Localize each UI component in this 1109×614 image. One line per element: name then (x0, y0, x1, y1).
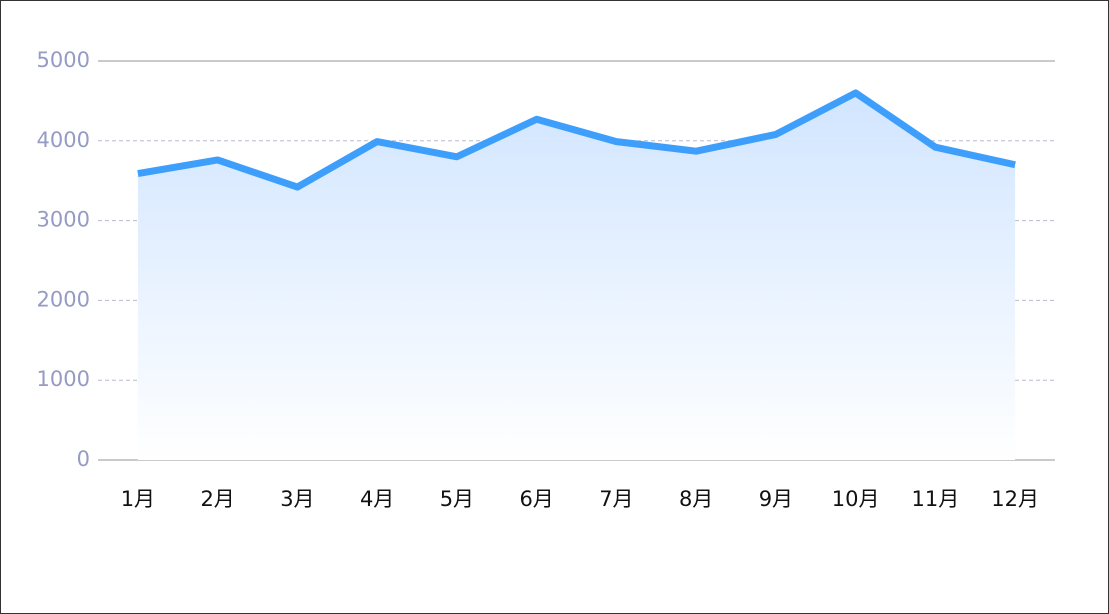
x-tick-label: 10月 (832, 487, 880, 511)
y-tick-label: 2000 (37, 287, 90, 311)
y-tick-label: 1000 (37, 367, 90, 391)
area-fill (137, 92, 1016, 461)
x-tick-label: 4月 (360, 487, 394, 511)
x-tick-label: 5月 (440, 487, 474, 511)
x-tick-label: 7月 (599, 487, 633, 511)
y-tick-label: 0 (77, 447, 90, 471)
x-tick-label: 8月 (679, 487, 713, 511)
x-tick-label: 6月 (519, 487, 553, 511)
x-tick-label: 2月 (200, 487, 234, 511)
y-tick-label: 3000 (37, 208, 90, 232)
x-tick-label: 9月 (759, 487, 793, 511)
line (137, 89, 1016, 191)
x-tick-label: 12月 (991, 487, 1039, 511)
y-tick-label: 5000 (37, 48, 90, 72)
x-tick-label: 11月 (912, 487, 960, 511)
x-tick-label: 1月 (121, 487, 155, 511)
y-tick-label: 4000 (37, 128, 90, 152)
x-tick-label: 3月 (280, 487, 314, 511)
